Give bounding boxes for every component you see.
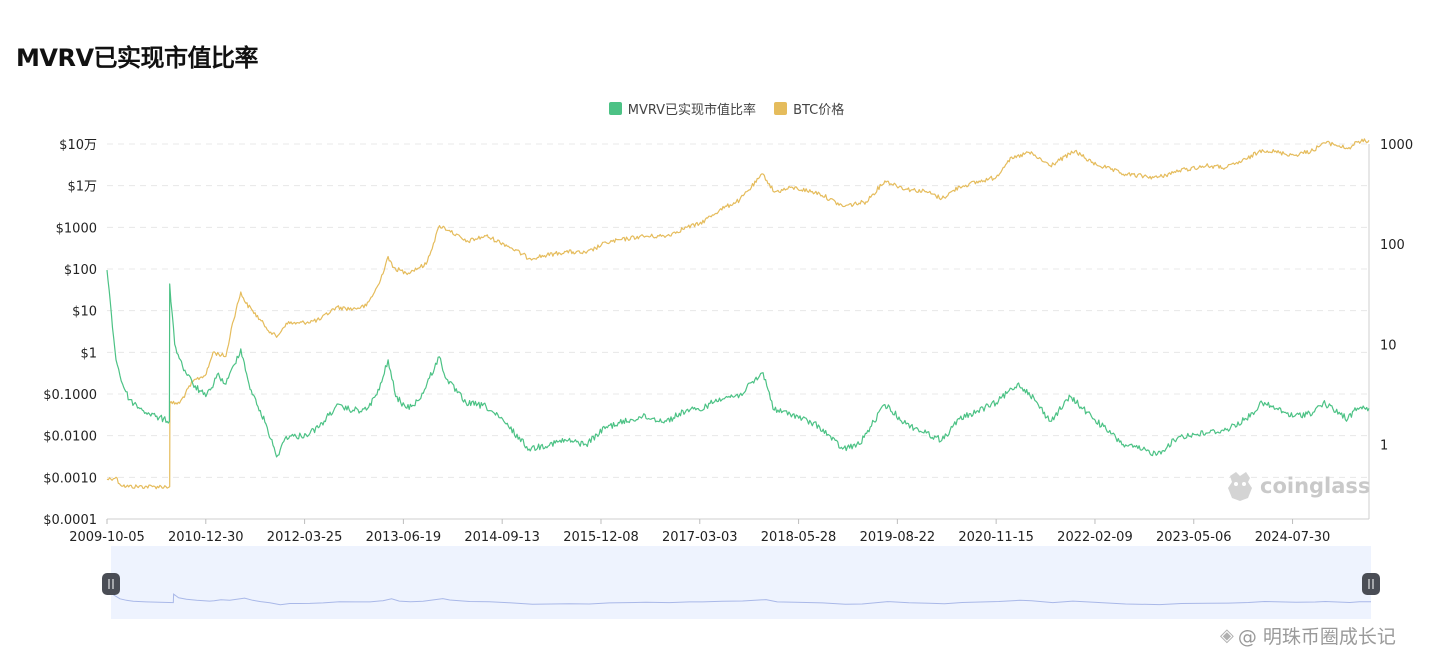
x-axis-tick-label: 2015-12-08	[563, 530, 639, 545]
footer-watermark-text: @ 明珠币圈成长记	[1237, 626, 1396, 648]
zoom-handle-left[interactable]	[102, 573, 120, 595]
x-axis-tick-label: 2014-09-13	[464, 530, 540, 545]
x-axis-tick-label: 2013-06-19	[366, 530, 442, 545]
x-axis-tick-label: 2018-05-28	[761, 530, 837, 545]
left-axis: $10万 $1万 $1000 $100 $10 $1 $0.1000 $0.0100 $0.00…	[43, 138, 97, 528]
mvrv-ratio-line	[106, 270, 1370, 458]
right-axis-tick-label: 1000	[1380, 138, 1413, 153]
right-axis-tick-label: 1	[1380, 438, 1388, 453]
zoom-handle-body	[102, 573, 120, 595]
x-axis: 2009-10-05 2010-12-30 2012-03-25 2013-06-19…	[69, 518, 1369, 545]
zoom-handle-body	[1362, 573, 1380, 595]
zoom-handle-right[interactable]	[1362, 573, 1380, 595]
x-axis-tick-label: 2012-03-25	[267, 530, 343, 545]
legend-swatch-mvrv	[608, 102, 622, 115]
legend-item-mvrv[interactable]: MVRV已实现市值比率	[608, 99, 757, 118]
x-axis-tick-label: 2009-10-05	[69, 530, 145, 545]
left-axis-tick-label: $0.0001	[43, 513, 97, 528]
left-axis-tick-label: $10	[72, 305, 97, 320]
coinglass-logo-icon	[1228, 472, 1252, 501]
legend-item-btc[interactable]: BTC价格	[774, 99, 844, 118]
zoom-slider	[102, 546, 1380, 619]
zoom-window	[111, 546, 1371, 619]
left-axis-tick-label: $100	[64, 263, 97, 278]
left-axis-tick-label: $0.0010	[43, 471, 97, 486]
coinglass-brand-text: coinglass	[1260, 474, 1371, 498]
left-axis-tick-label: $1000	[56, 221, 97, 236]
left-axis-tick-label: $1万	[67, 180, 97, 195]
coinglass-watermark: coinglass	[1226, 470, 1370, 502]
x-axis-tick-label: 2024-07-30	[1255, 530, 1331, 545]
x-axis-tick-label: 2019-08-22	[860, 530, 936, 545]
btc-price-line	[106, 138, 1370, 490]
x-axis-tick-label: 2010-12-30	[168, 530, 244, 545]
right-axis-tick-label: 100	[1380, 238, 1405, 253]
grid-lines	[107, 143, 1369, 520]
left-axis-tick-label: $0.1000	[43, 388, 97, 403]
right-axis: 1000 100 10 1	[1368, 138, 1413, 519]
x-axis-tick-label: 2022-02-09	[1057, 530, 1133, 545]
legend-label-btc: BTC价格	[793, 103, 845, 118]
legend-swatch-btc	[774, 102, 788, 115]
zoom-preview-line	[110, 576, 1371, 606]
x-axis-tick-label: 2023-05-06	[1156, 530, 1232, 545]
binance-diamond-icon: ◈	[1220, 625, 1234, 646]
x-axis-tick-label: 2017-03-03	[662, 530, 738, 545]
right-axis-tick-label: 10	[1380, 338, 1397, 353]
series-group	[106, 138, 1370, 490]
left-axis-tick-label: $0.0100	[43, 430, 97, 445]
left-axis-tick-label: $10万	[59, 138, 97, 153]
page-title: MVRV已实现市值比率	[16, 44, 259, 72]
x-axis-tick-label: 2020-11-15	[958, 530, 1034, 545]
footer-watermark: ◈ @ 明珠币圈成长记	[1220, 622, 1396, 649]
legend-label-mvrv: MVRV已实现市值比率	[627, 103, 757, 118]
chart-legend: MVRV已实现市值比率 BTC价格	[0, 99, 1453, 118]
left-axis-tick-label: $1	[80, 346, 97, 361]
